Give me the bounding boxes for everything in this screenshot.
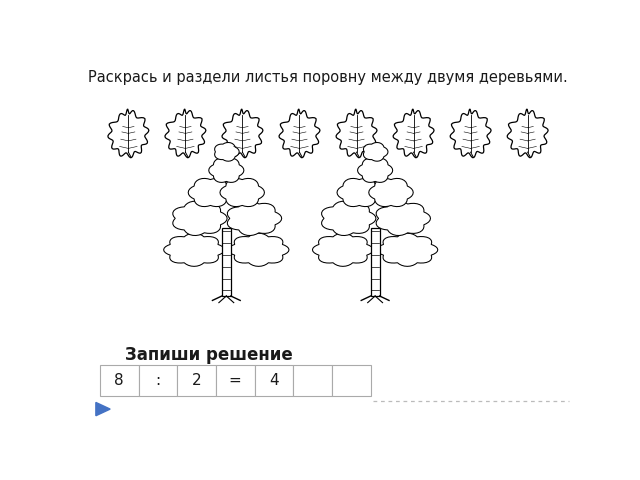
FancyBboxPatch shape [138, 365, 177, 396]
Text: =: = [229, 373, 242, 388]
Polygon shape [336, 109, 377, 157]
FancyBboxPatch shape [255, 365, 293, 396]
Polygon shape [364, 143, 388, 161]
Polygon shape [228, 233, 289, 266]
Polygon shape [393, 109, 434, 157]
Polygon shape [164, 233, 225, 266]
FancyBboxPatch shape [293, 365, 332, 396]
Polygon shape [188, 179, 233, 206]
Polygon shape [312, 233, 373, 266]
Polygon shape [214, 143, 239, 161]
Polygon shape [358, 158, 393, 182]
Polygon shape [220, 179, 264, 206]
Polygon shape [227, 201, 282, 236]
Text: :: : [156, 373, 161, 388]
Polygon shape [222, 109, 263, 157]
Polygon shape [337, 179, 381, 206]
Polygon shape [279, 109, 320, 157]
Polygon shape [369, 179, 413, 206]
Text: 2: 2 [192, 373, 202, 388]
Polygon shape [450, 109, 491, 157]
Polygon shape [376, 201, 431, 236]
Polygon shape [508, 109, 548, 157]
Polygon shape [377, 233, 438, 266]
Text: Запиши решение: Запиши решение [125, 346, 293, 364]
FancyBboxPatch shape [332, 365, 371, 396]
FancyBboxPatch shape [177, 365, 216, 396]
Polygon shape [165, 109, 206, 157]
Polygon shape [96, 402, 110, 416]
Polygon shape [371, 228, 380, 296]
Polygon shape [209, 158, 244, 182]
Text: 8: 8 [115, 373, 124, 388]
Polygon shape [108, 109, 149, 157]
FancyBboxPatch shape [100, 365, 138, 396]
FancyBboxPatch shape [216, 365, 255, 396]
Polygon shape [173, 201, 227, 236]
Text: Раскрась и раздели листья поровну между двумя деревьями.: Раскрась и раздели листья поровну между … [88, 71, 568, 85]
Text: 4: 4 [269, 373, 279, 388]
Polygon shape [222, 228, 231, 296]
Polygon shape [322, 201, 376, 236]
